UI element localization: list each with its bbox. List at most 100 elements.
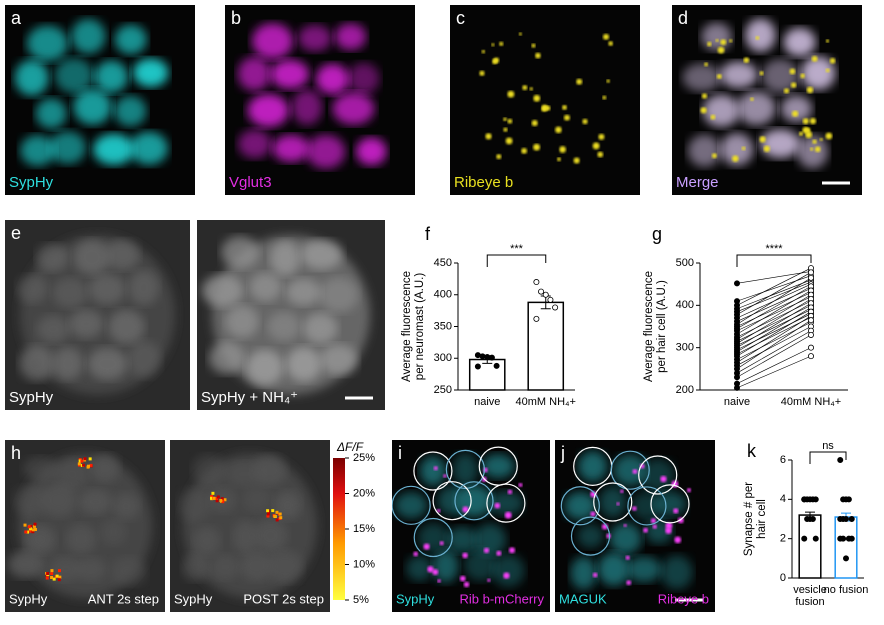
data-point	[837, 456, 844, 463]
data-point	[843, 516, 850, 523]
puncta	[521, 147, 528, 154]
puncta	[443, 474, 447, 478]
panel-label: b	[231, 8, 241, 28]
pair-line	[736, 300, 812, 338]
colorbar-tick-label: 5%	[353, 594, 369, 606]
cell	[272, 134, 310, 162]
puncta	[481, 49, 486, 54]
cell	[88, 273, 126, 305]
heat-pixel	[266, 514, 270, 518]
cell	[36, 243, 69, 272]
cell	[625, 556, 662, 583]
puncta	[732, 155, 739, 162]
puncta	[487, 578, 491, 582]
heat-pixel	[77, 462, 81, 466]
puncta	[798, 131, 803, 136]
heat-pixel	[50, 575, 54, 579]
puncta	[789, 68, 796, 75]
pair-line	[736, 271, 812, 284]
panel-label: i	[398, 443, 402, 463]
puncta	[603, 33, 610, 40]
data-point	[493, 362, 500, 369]
puncta	[829, 58, 836, 64]
cell-outline	[454, 481, 494, 521]
cell	[87, 347, 128, 381]
image-caption: SypHy	[9, 389, 54, 406]
heat-pixel	[46, 572, 50, 576]
heat-pixel	[89, 463, 93, 467]
y-tick-label: 450	[434, 257, 452, 269]
y-tick-label: 300	[676, 342, 694, 354]
cell	[36, 315, 70, 344]
heat-pixel	[31, 530, 35, 534]
heat-pixel	[88, 457, 92, 461]
puncta	[743, 57, 750, 63]
heat-pixel	[57, 578, 61, 582]
heat-pixel	[212, 496, 216, 500]
cell	[682, 63, 722, 92]
image-caption: SypHy + NH₄⁺	[201, 389, 298, 406]
cell	[720, 132, 754, 166]
cell	[687, 134, 722, 167]
cell	[114, 24, 147, 55]
cell	[267, 311, 301, 342]
puncta	[790, 82, 797, 88]
puncta	[557, 157, 561, 162]
puncta	[783, 88, 790, 94]
puncta	[759, 136, 766, 143]
cell	[252, 23, 294, 59]
cell	[253, 518, 288, 553]
pair-line	[736, 330, 812, 374]
puncta	[800, 73, 805, 79]
heat-pixel	[50, 572, 54, 576]
cell	[129, 131, 168, 165]
cell	[306, 134, 346, 169]
bar	[527, 301, 565, 391]
puncta	[562, 105, 567, 110]
micrograph-content	[450, 5, 640, 195]
cell	[210, 554, 240, 580]
cell	[417, 522, 449, 553]
micrograph-content	[5, 5, 195, 195]
cell-outline	[570, 516, 611, 556]
puncta	[597, 151, 604, 158]
heat-pixel	[31, 528, 35, 532]
puncta	[462, 506, 469, 513]
puncta	[436, 508, 441, 513]
cell	[801, 56, 836, 90]
cell	[239, 550, 275, 582]
image-caption: SypHy	[9, 174, 54, 191]
cell	[193, 526, 221, 556]
cell	[719, 61, 758, 89]
puncta	[750, 97, 754, 102]
image-caption: SypHy	[9, 591, 48, 606]
data-point	[734, 280, 741, 287]
data-point	[734, 384, 741, 391]
cell	[355, 137, 387, 166]
image-caption: POST 2s step	[243, 591, 324, 606]
y-tick-label: 400	[676, 299, 694, 311]
puncta	[763, 145, 770, 152]
puncta	[533, 94, 541, 102]
heat-pixel	[279, 516, 283, 520]
cell	[267, 549, 303, 583]
cell	[270, 59, 310, 89]
cell	[52, 347, 84, 380]
heat-pixel	[216, 495, 220, 499]
cell	[745, 18, 776, 53]
y-axis-label: per hair cell (A.U.)	[656, 280, 668, 373]
puncta	[707, 41, 712, 47]
cell	[298, 24, 332, 52]
puncta	[741, 146, 746, 151]
y-tick-label: 4	[780, 493, 786, 505]
data-point	[808, 317, 815, 324]
cell	[252, 454, 287, 486]
cell-outline	[560, 486, 600, 526]
heat-pixel	[83, 457, 87, 461]
puncta	[432, 569, 439, 575]
cell	[761, 58, 799, 93]
cell	[702, 94, 740, 127]
x-tick-label: naive	[724, 396, 750, 408]
cell	[446, 526, 479, 554]
colorbar-title: ΔF/F	[336, 440, 364, 454]
